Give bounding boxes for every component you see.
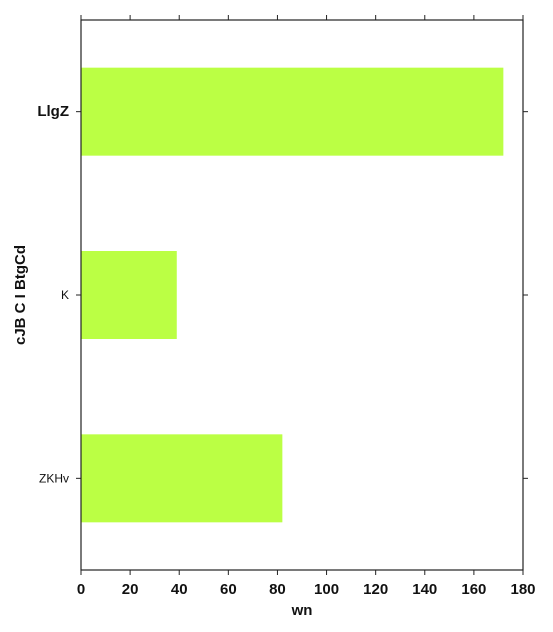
x-tick-label: 40 xyxy=(171,581,188,598)
bar-zkhv xyxy=(81,434,283,523)
x-tick-label: 180 xyxy=(510,581,535,598)
y-tick-label-llgz: LlgZ xyxy=(37,103,69,120)
x-tick-label: 0 xyxy=(77,581,85,598)
x-tick-label: 60 xyxy=(220,581,237,598)
x-tick-label: 160 xyxy=(461,581,486,598)
axes-layer xyxy=(76,15,528,575)
y-tick-label-k: K xyxy=(61,288,69,302)
bar-llgz xyxy=(81,67,504,156)
x-tick-label: 140 xyxy=(412,581,437,598)
x-tick-label: 100 xyxy=(314,581,339,598)
y-tick-label-zkhv: ZKHv xyxy=(39,471,69,485)
x-tick-label: 20 xyxy=(122,581,139,598)
bars-layer xyxy=(81,67,504,523)
labels-layer: 0 20 40 60 80 100 120 140 160 180 LlgZ K ZKHv xyxy=(37,103,535,598)
x-axis-title: wn xyxy=(291,602,313,619)
bar-k xyxy=(81,251,177,339)
x-tick-label: 120 xyxy=(363,581,388,598)
y-axis-title: cJB C I BtgCd xyxy=(12,245,29,345)
x-tick-label: 80 xyxy=(269,581,286,598)
